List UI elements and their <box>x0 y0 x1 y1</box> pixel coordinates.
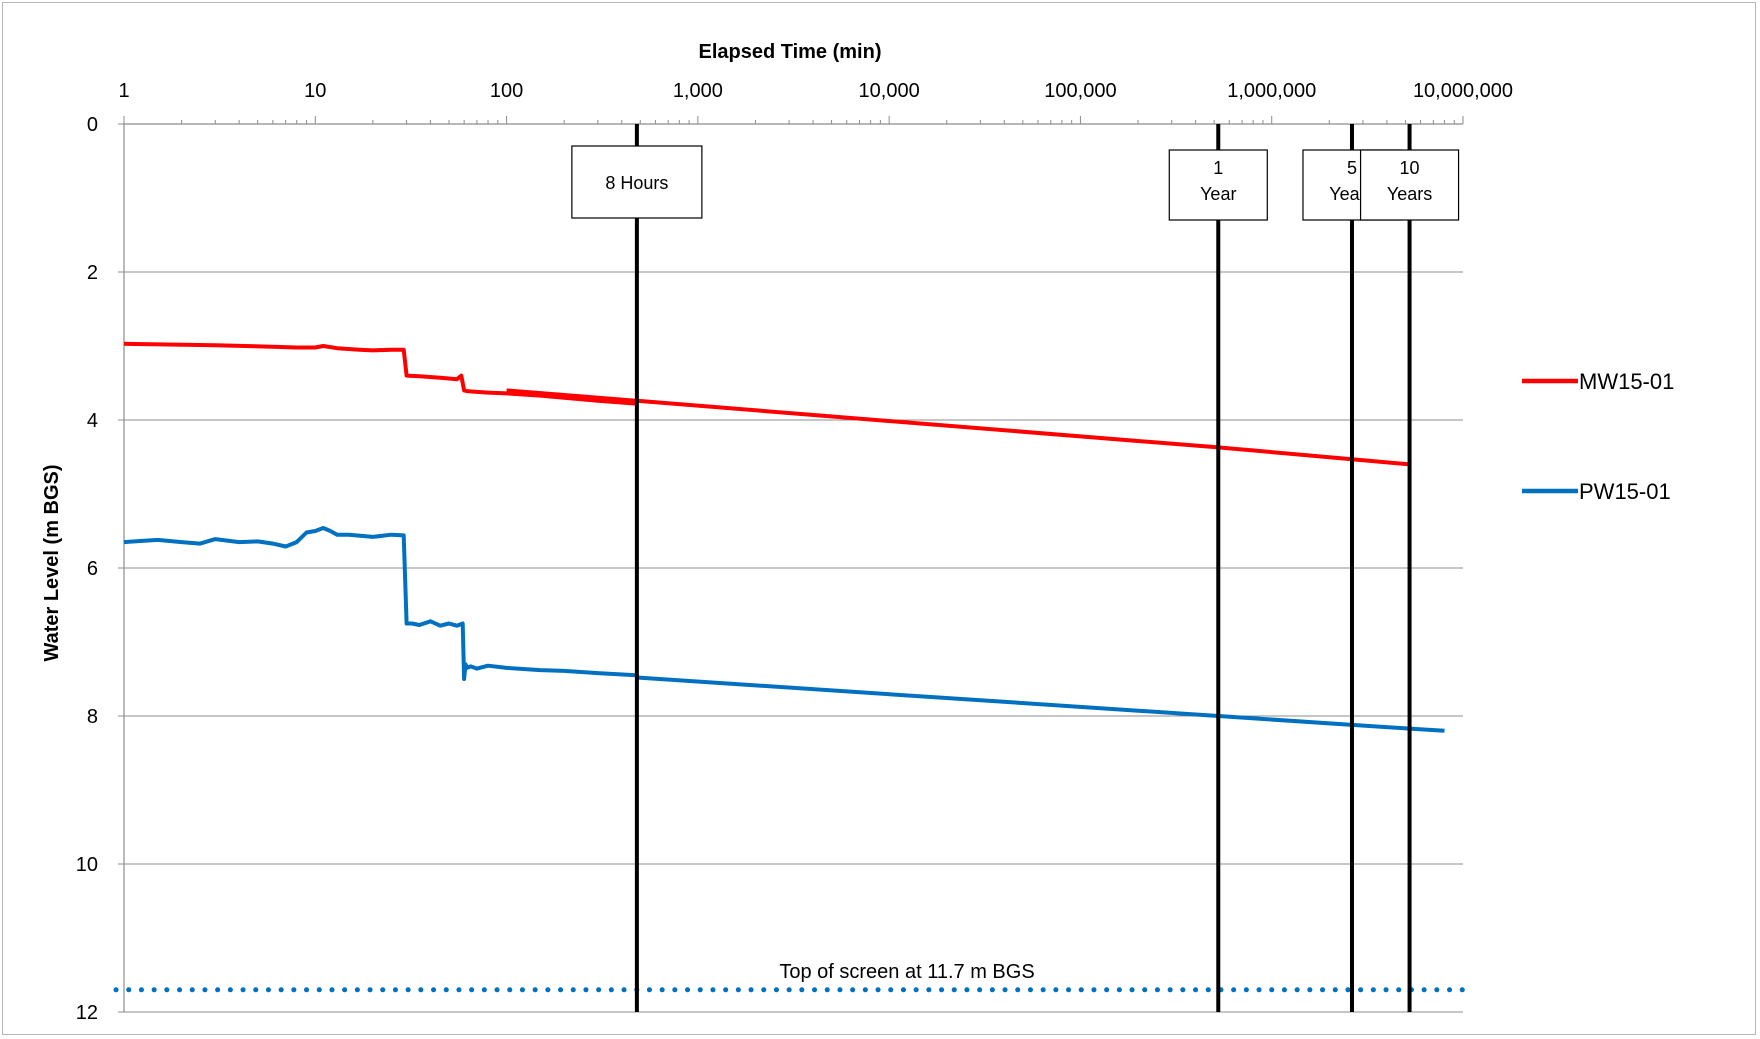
gridlines <box>124 271 1463 865</box>
y-tick-label: 10 <box>76 854 98 876</box>
reference-line-group: Top of screen at 11.7 m BGS <box>113 961 1470 993</box>
axes: 0 2 4 6 8 10 12 1 10 100 1,000 10,000 100,000 1,000,0… <box>76 80 1513 1024</box>
reference-line-label: Top of screen at 11.7 m BGS <box>779 961 1034 983</box>
x-axis-title: Elapsed Time (min) <box>698 41 881 63</box>
milestone-box-1-year <box>1168 149 1268 221</box>
milestone-label-10-years: 10 <box>1400 158 1420 178</box>
milestone-box-8-hours <box>571 145 703 219</box>
x-tick-label: 10,000 <box>859 80 920 102</box>
x-tick-label: 10 <box>304 80 326 102</box>
legend: MW15-01 PW15-01 <box>1522 369 1674 504</box>
legend-label-pw15-01: PW15-01 <box>1579 479 1671 504</box>
x-tick-label: 100,000 <box>1044 80 1116 102</box>
legend-label-mw15-01: MW15-01 <box>1579 369 1674 394</box>
y-tick-label: 4 <box>87 410 98 432</box>
series-line-mw15-01 <box>123 341 638 406</box>
y-axis-title: Water Level (m BGS) <box>41 464 63 661</box>
series-line-pw15-01-projection <box>636 675 1445 733</box>
milestone-label-5-years: 5 <box>1347 158 1357 178</box>
y-tick-label: 8 <box>87 706 98 728</box>
milestone-label-10-years: Years <box>1387 184 1432 204</box>
y-tick-label: 6 <box>87 558 98 580</box>
series-line-pw15-01 <box>123 526 638 681</box>
y-tick-label: 0 <box>87 114 98 136</box>
x-tick-label: 1,000 <box>673 80 723 102</box>
x-tick-label: 10,000,000 <box>1413 80 1513 102</box>
series-group <box>123 341 1445 733</box>
y-tick-label: 12 <box>76 1002 98 1024</box>
x-tick-label: 1,000,000 <box>1227 80 1316 102</box>
milestone-label-1-year: 1 <box>1213 158 1223 178</box>
x-tick-label: 1 <box>118 80 129 102</box>
x-tick-label: 100 <box>490 80 523 102</box>
y-tick-label: 2 <box>87 262 98 284</box>
milestone-label-8-hours: 8 Hours <box>605 173 668 193</box>
milestone-box-10-years <box>1359 149 1460 221</box>
milestone-label-1-year: Year <box>1200 184 1236 204</box>
series-line-mw15-01-projection <box>506 388 1410 467</box>
